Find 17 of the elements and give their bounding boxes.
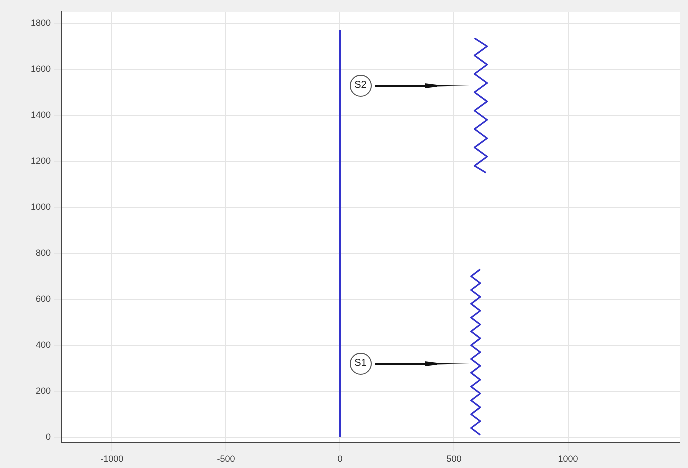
y-tick-label: 800 — [36, 248, 51, 258]
y-tick-label: 600 — [36, 294, 51, 304]
annotation: S1 — [350, 352, 372, 375]
x-tick-label: -500 — [217, 454, 236, 464]
y-tick-label: 1000 — [30, 202, 51, 212]
y-tick-label: 1800 — [30, 18, 51, 28]
annotation: S2 — [350, 74, 372, 97]
y-tick-label: 0 — [46, 432, 51, 442]
y-tick-label: 1600 — [30, 64, 51, 74]
x-tick-label: -1000 — [100, 454, 124, 464]
x-tick-label: 0 — [338, 454, 343, 464]
y-tick-label: 1200 — [30, 156, 51, 166]
x-tick-label: 500 — [446, 454, 462, 464]
y-tick-label: 200 — [36, 386, 51, 396]
x-tick-label: 1000 — [558, 454, 578, 464]
y-tick-label: 400 — [36, 340, 51, 350]
y-tick-label: 1400 — [30, 110, 51, 120]
